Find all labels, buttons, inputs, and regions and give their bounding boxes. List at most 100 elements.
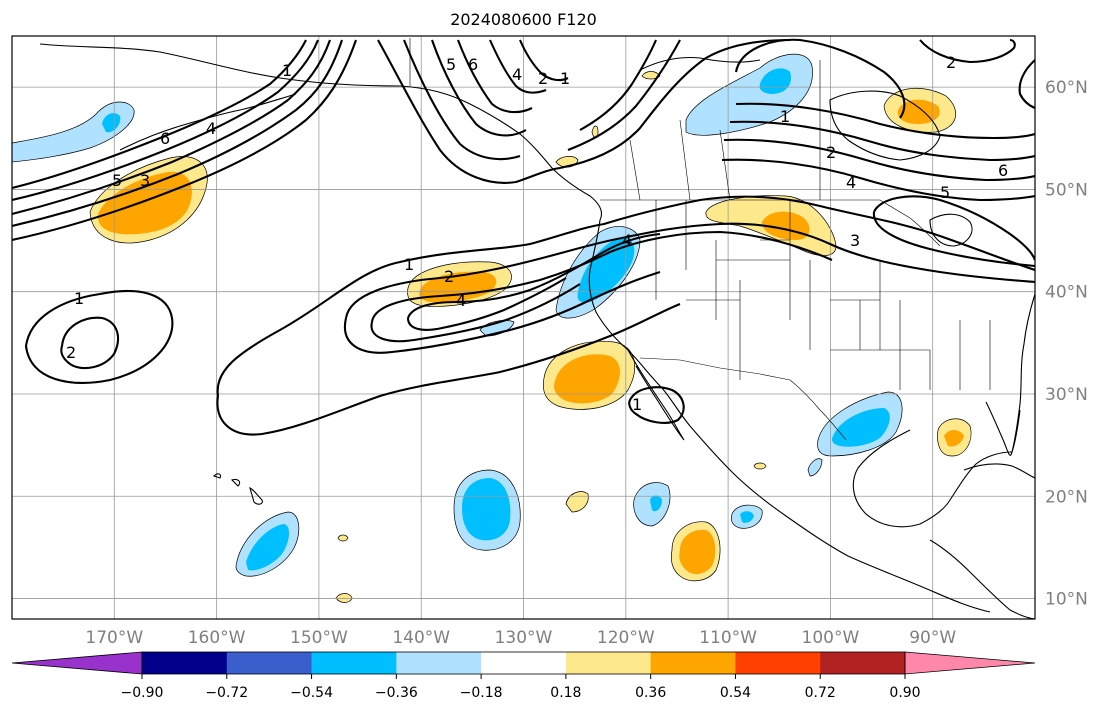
contour-ridge-4 xyxy=(457,39,533,114)
contour-1 xyxy=(216,195,1035,397)
contour-north-4 xyxy=(12,39,343,228)
colorbar-tick-label: −0.72 xyxy=(205,685,248,701)
colorbar-frame xyxy=(141,651,906,675)
positive-core-gulf xyxy=(97,171,192,235)
contour-lines xyxy=(12,38,1035,436)
contour-label: 6 xyxy=(468,55,478,74)
positive-dot-3 xyxy=(641,71,661,80)
positive-dot-2 xyxy=(337,534,349,542)
contour-east-3 xyxy=(729,120,1035,162)
florida xyxy=(985,401,1021,456)
contour-loop-east xyxy=(872,195,1035,268)
contour-ridge-5 xyxy=(489,39,547,94)
contour-1-south xyxy=(216,303,681,436)
negative-core-east-pacific xyxy=(462,478,511,541)
contour-trough-3 xyxy=(579,39,657,131)
positive-core-subtropical xyxy=(554,354,620,404)
contour-label: 2 xyxy=(538,69,548,88)
negative-region-small-gulf xyxy=(807,458,823,477)
contour-trough-1 xyxy=(559,38,791,170)
colorbar-tick-label: 0.54 xyxy=(720,685,751,701)
contour-hudson-loop xyxy=(734,38,906,119)
colorbar-tick-label: 0.36 xyxy=(635,685,666,701)
east-coast xyxy=(1011,293,1035,453)
contour-north-3 xyxy=(12,39,331,216)
latitude-labels: 60°N 50°N 40°N 30°N 20°N 10°N xyxy=(1045,78,1088,609)
colorbar-ticks xyxy=(141,674,906,679)
lon-label: 140°W xyxy=(392,628,450,648)
contour-label: 4 xyxy=(512,65,522,84)
contour-east-2 xyxy=(723,138,1035,182)
negative-core-gulf-mexico xyxy=(832,408,890,447)
colorbar-segment xyxy=(311,652,397,674)
alaska-coast xyxy=(39,43,603,221)
coastlines xyxy=(39,43,1035,619)
contour-north-5 xyxy=(12,39,357,242)
us-mexico-border xyxy=(639,357,847,441)
contour-trough-2 xyxy=(567,39,681,151)
map-frame xyxy=(11,35,1036,620)
lat-label: 10°N xyxy=(1045,590,1088,610)
lon-label: 160°W xyxy=(188,628,246,648)
colorbar-segment xyxy=(226,652,313,674)
lat-label: 20°N xyxy=(1045,487,1088,507)
contour-ridge-1 xyxy=(377,39,561,184)
contour-3-south xyxy=(370,283,581,343)
province-lines xyxy=(629,60,821,201)
colorbar-tick-label: −0.36 xyxy=(375,685,418,701)
contour-label: 1 xyxy=(74,289,84,308)
contour-label: 1 xyxy=(780,107,790,126)
lon-label: 150°W xyxy=(290,628,348,648)
contour-label: 2 xyxy=(946,53,956,72)
lat-label: 30°N xyxy=(1045,385,1088,405)
contour-label: 6 xyxy=(998,161,1008,180)
contour-labels: 1 2 4 1 2 1 5 3 6 4 5 6 4 2 1 4 1 2 4 3 xyxy=(66,53,1008,414)
central-america xyxy=(929,539,1035,619)
colorbar-segment xyxy=(735,652,821,674)
contour-label: 2 xyxy=(444,267,454,286)
colorbar-tick-label: 0.18 xyxy=(550,685,581,701)
negative-core-small-c xyxy=(740,511,754,523)
great-lakes xyxy=(929,213,973,247)
map-panel: 1 2 4 1 2 1 5 3 6 4 5 6 4 2 1 4 1 2 4 3 xyxy=(12,36,1035,619)
contour-label: 3 xyxy=(850,231,860,250)
colorbar-segments xyxy=(11,651,1036,675)
colorbar-tick-label: −0.90 xyxy=(121,685,164,701)
contour-low-west-outer xyxy=(24,290,174,384)
lon-label: 110°W xyxy=(699,628,757,648)
hawaii-islands xyxy=(212,473,263,505)
lon-label: 100°W xyxy=(802,628,860,648)
colorbar-segment xyxy=(142,652,228,674)
positive-core-hudson xyxy=(897,99,940,124)
negative-core-aleutian xyxy=(102,113,121,133)
colorbar-segment xyxy=(396,652,482,674)
lon-label: 90°W xyxy=(909,628,956,648)
positive-dot-1 xyxy=(335,593,353,603)
contour-label: 1 xyxy=(404,255,414,274)
contour-label: 4 xyxy=(846,173,856,192)
colorbar-extend-low xyxy=(11,651,143,675)
longitude-labels: 170°W 160°W 150°W 140°W 130°W 120°W 110°… xyxy=(85,628,956,648)
state-lines-central xyxy=(809,260,991,390)
colorbar-tick-label: 0.72 xyxy=(805,685,836,701)
positive-core-caribbean xyxy=(944,430,964,447)
cuba-yucatan xyxy=(963,463,1035,479)
contour-label: 2 xyxy=(826,143,836,162)
contour-label: 1 xyxy=(560,69,570,88)
colorbar-segment xyxy=(650,652,736,674)
colorbar-segment xyxy=(565,652,652,674)
contour-label: 1 xyxy=(282,61,292,80)
contour-label: 2 xyxy=(66,343,76,362)
colorbar-tick-label: −0.18 xyxy=(460,685,503,701)
lat-label: 50°N xyxy=(1045,180,1088,200)
contour-label: 5 xyxy=(112,171,122,190)
contour-label: 3 xyxy=(140,171,150,190)
contour-east-1 xyxy=(721,158,1035,202)
colorbar-tick-label: 0.90 xyxy=(889,685,920,701)
contour-far-east xyxy=(1018,59,1035,109)
contour-label: 4 xyxy=(622,231,632,250)
negative-core-coast xyxy=(577,237,635,303)
contour-ridge-3 xyxy=(431,39,527,137)
lat-label: 60°N xyxy=(1045,78,1088,98)
